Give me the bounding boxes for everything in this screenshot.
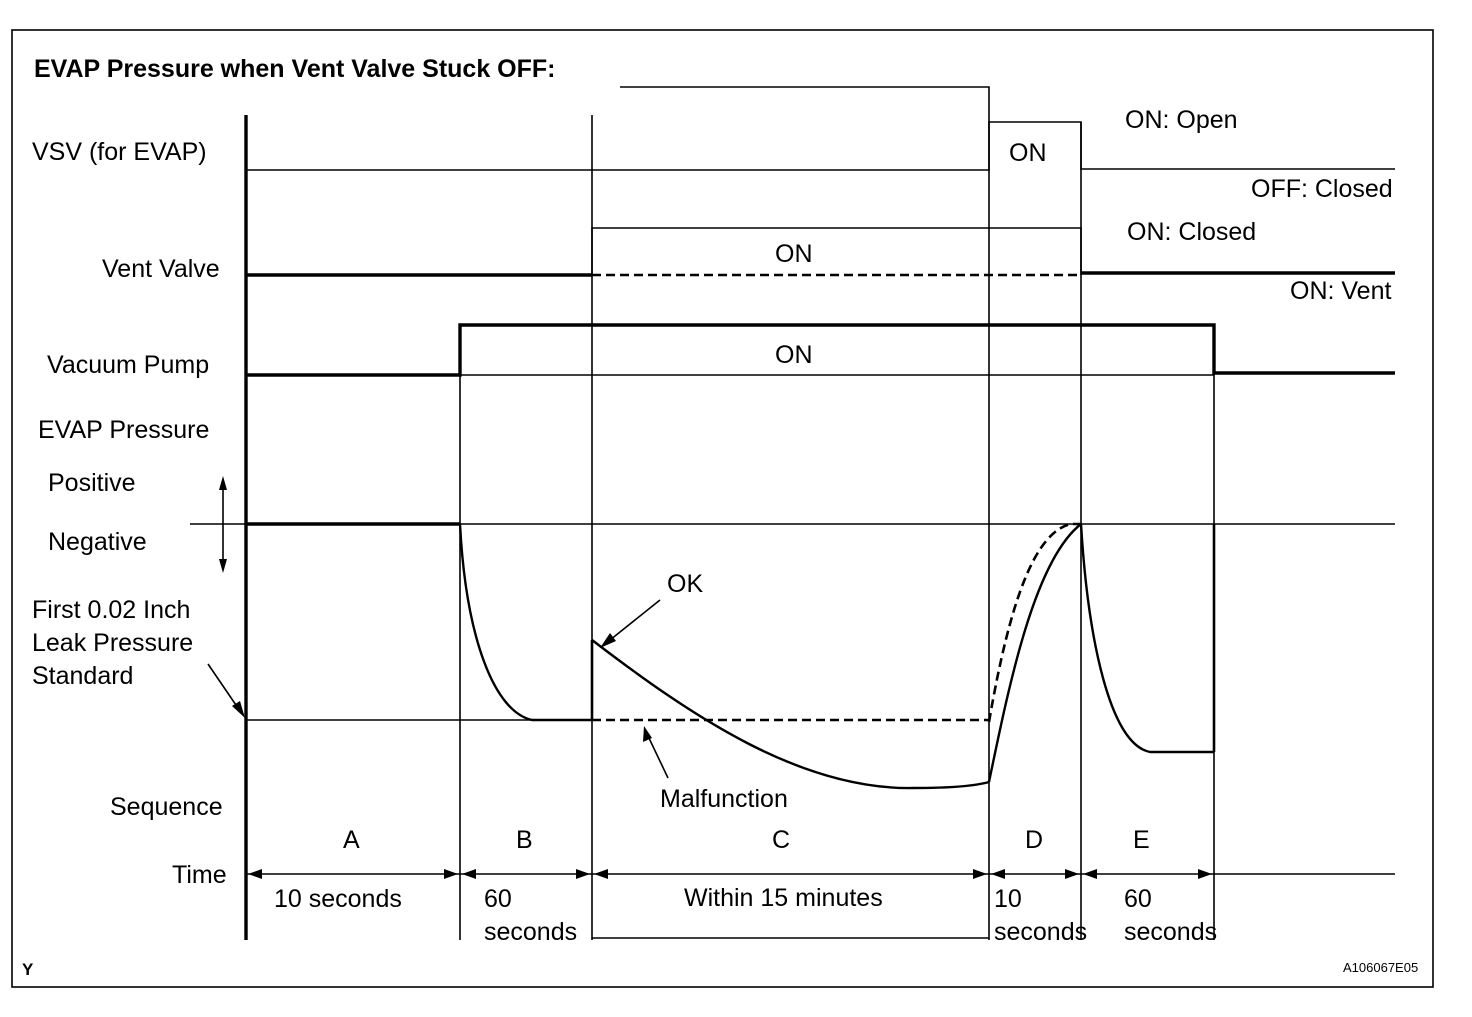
time-d-line2: seconds (994, 918, 1087, 946)
time-b-line1: 60 (484, 885, 512, 913)
sequence-d: D (1025, 826, 1043, 854)
time-a: 10 seconds (274, 885, 402, 913)
vent-valve-on-label: ON (775, 240, 813, 268)
vsv-off-meaning: OFF: Closed (1251, 175, 1393, 203)
time-e-line2: seconds (1124, 918, 1217, 946)
time-label: Time (172, 861, 227, 889)
leak-standard-label-line3: Standard (32, 662, 133, 690)
negative-label: Negative (48, 528, 147, 556)
vacuum-pump-label: Vacuum Pump (47, 351, 209, 379)
figure-id: A106067E05 (1343, 960, 1418, 975)
phase-boundaries (244, 115, 1215, 940)
leak-standard-arrow (207, 663, 245, 718)
vacuum-pump-on-label: ON (775, 341, 813, 369)
vsv-on-label: ON (1009, 139, 1047, 167)
sequence-a: A (343, 826, 360, 854)
figure-frame (11, 29, 1434, 988)
corner-mark: Y (22, 960, 34, 979)
time-c: Within 15 minutes (684, 884, 883, 912)
time-d-line1: 10 (994, 885, 1022, 913)
malfunction-arrow (643, 726, 669, 779)
sequence-label: Sequence (110, 793, 223, 821)
vsv-on-meaning: ON: Open (1125, 106, 1238, 134)
vacuum-pump-signal (246, 323, 1395, 377)
vent-valve-on-pulse (591, 227, 1082, 275)
vent-on-vent-meaning: ON: Vent (1290, 277, 1391, 305)
sequence-e: E (1133, 826, 1150, 854)
sequence-b: B (516, 826, 533, 854)
vsv-signal (246, 121, 1395, 171)
malfunction-annotation: Malfunction (660, 785, 788, 813)
positive-negative-arrow (219, 476, 227, 573)
leak-standard-label-line2: Leak Pressure (32, 629, 193, 657)
title-bracket-line (620, 86, 990, 170)
evap-pressure-label: EVAP Pressure (38, 416, 209, 444)
leak-standard-label-line1: First 0.02 Inch (32, 596, 190, 624)
evap-pressure-trace (246, 522, 1216, 790)
time-e-line1: 60 (1124, 885, 1152, 913)
vsv-label: VSV (for EVAP) (32, 138, 207, 166)
ok-annotation: OK (667, 570, 703, 598)
vent-valve-label: Vent Valve (102, 255, 220, 283)
vent-on-closed-meaning: ON: Closed (1127, 218, 1256, 246)
time-b-line2: seconds (484, 918, 577, 946)
positive-label: Positive (48, 469, 136, 497)
diagram-title: EVAP Pressure when Vent Valve Stuck OFF: (34, 55, 556, 83)
ok-arrow (600, 599, 661, 648)
sequence-c: C (772, 826, 790, 854)
time-arrowheads (248, 869, 1212, 879)
